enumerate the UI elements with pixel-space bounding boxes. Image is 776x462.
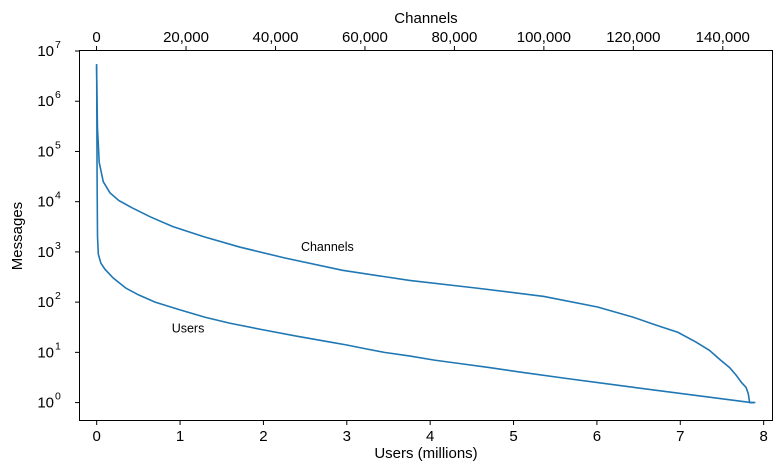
- x2-axis-label: Channels: [394, 10, 457, 27]
- y-axis-label: Messages: [9, 202, 26, 270]
- annotation-users: Users: [172, 321, 205, 335]
- x2-tick-label: 100,000: [517, 29, 571, 46]
- y-tick-base: 10: [37, 344, 54, 361]
- y-tick-label: 10: [37, 344, 54, 361]
- y-tick-exponent: 0: [55, 391, 61, 403]
- y-tick-exponent: 7: [55, 39, 61, 51]
- x-tick-label: 7: [676, 428, 684, 445]
- y-tick-base: 10: [37, 194, 54, 211]
- y-tick-exponent: 6: [55, 89, 61, 101]
- y-tick-base: 10: [37, 43, 54, 60]
- x2-tick-label: 80,000: [431, 29, 477, 46]
- x-tick-label: 4: [426, 428, 434, 445]
- x-tick-label: 2: [259, 428, 267, 445]
- y-tick-base: 10: [37, 244, 54, 261]
- y-tick-label: 10: [37, 244, 54, 261]
- x-axis-label: Users (millions): [374, 445, 477, 462]
- series-line-users: [95, 66, 756, 404]
- x2-tick-label: 40,000: [253, 29, 299, 46]
- y-tick-base: 10: [37, 395, 54, 412]
- y-tick-label: 10: [37, 143, 54, 160]
- y-tick-exponent: 3: [55, 240, 61, 252]
- annotation-channels: Channels: [301, 240, 354, 254]
- y-tick-label: 10: [37, 43, 54, 60]
- y-tick-exponent: 4: [55, 190, 61, 202]
- x2-tick-label: 120,000: [606, 29, 660, 46]
- ticks-layer: 0 1 2 3 4 5 6 7 8 0 20,000 40,000 60,000 80,000 100,00…: [37, 29, 768, 445]
- x-tick-label: 0: [93, 428, 101, 445]
- x-tick-label: 6: [593, 428, 601, 445]
- x-tick-label: 3: [343, 428, 351, 445]
- y-tick-label: 10: [37, 93, 54, 110]
- y-tick-label: 10: [37, 294, 54, 311]
- series-layer: [95, 64, 756, 404]
- annotation-layer: Channels Users: [172, 240, 354, 336]
- y-tick-label: 10: [37, 395, 54, 412]
- y-tick-base: 10: [37, 143, 54, 160]
- x2-tick-label: 140,000: [696, 29, 750, 46]
- y-tick-exponent: 1: [55, 340, 61, 352]
- y-tick-base: 10: [37, 93, 54, 110]
- x-tick-label: 8: [759, 428, 767, 445]
- x-tick-label: 1: [176, 428, 184, 445]
- series-line-channels: [95, 64, 755, 404]
- y-tick-label: 10: [37, 194, 54, 211]
- y-tick-exponent: 5: [55, 139, 61, 151]
- x2-tick-label: 60,000: [342, 29, 388, 46]
- x2-tick-label: 20,000: [163, 29, 209, 46]
- y-tick-base: 10: [37, 294, 54, 311]
- x2-tick-label: 0: [92, 29, 100, 46]
- y-tick-exponent: 2: [55, 290, 61, 302]
- plot-frame: [79, 50, 773, 421]
- x-tick-label: 5: [509, 428, 517, 445]
